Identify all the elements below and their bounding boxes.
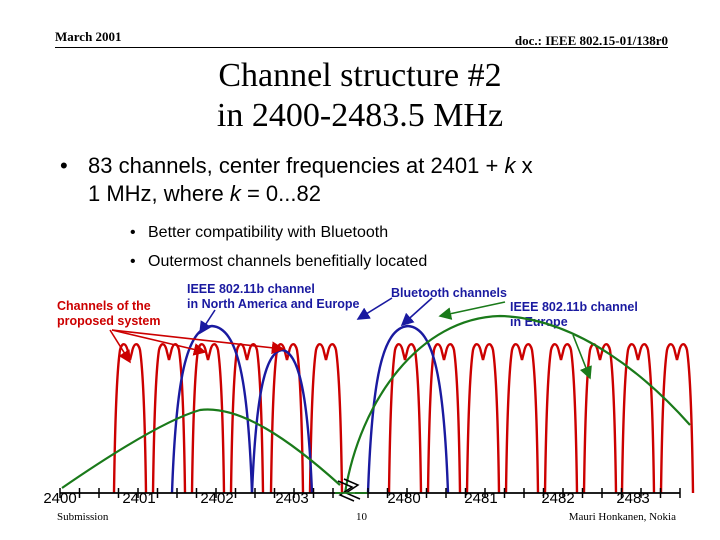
arrow-eu-channel-2 [572, 334, 592, 380]
axis-tick-label-2403: 2403 [275, 490, 308, 507]
main-bullet-line-1-b: x [515, 153, 533, 178]
arrow-na-channel [199, 309, 216, 335]
header-date: March 2001 [55, 29, 122, 44]
axis-tick-label-2401: 2401 [122, 490, 155, 507]
ieee-80211b-na-channel [170, 324, 254, 494]
proposed-channel-1 [112, 343, 148, 494]
title-line-2: in 2400-2483.5 MHz [216, 97, 504, 134]
arrow-bluetooth-2 [356, 297, 393, 320]
main-bullet-text: 83 channels, center frequencies at 2401 … [88, 152, 678, 208]
proposed-channel-11 [543, 343, 579, 494]
slide-title: Channel structure #2 in 2400-2483.5 MHz [0, 56, 720, 136]
footer-submission: Submission [57, 511, 109, 523]
proposed-channel-7 [387, 343, 423, 494]
title-line-1: Channel structure #2 [218, 57, 502, 94]
proposed-channel-8 [426, 343, 462, 494]
axis-tick-label-2482: 2482 [541, 490, 574, 507]
axis-tick-label-2400: 2400 [43, 490, 76, 507]
sub-bullet-1-text: Better compatibility with Bluetooth [148, 224, 389, 241]
proposed-channel-2 [151, 343, 187, 494]
proposed-channel-10 [504, 343, 540, 494]
main-bullet-dot: • [60, 153, 68, 178]
proposed-channel-4 [229, 343, 265, 494]
sub-bullet-2-dot: • [130, 253, 136, 270]
header-doc-id: doc.: IEEE 802.15-01/138r0 [514, 33, 668, 48]
axis-tick-label-2480: 2480 [387, 490, 420, 507]
main-bullet-line-2-a: 1 MHz, where [88, 181, 230, 206]
axis-tick-label-2481: 2481 [464, 490, 497, 507]
axis-break-2 [343, 478, 361, 500]
main-bullet-line-2-k: k [229, 181, 241, 206]
ieee-80211b-eu-channel [343, 314, 691, 494]
arrow-eu-channel-1 [438, 301, 506, 320]
callout-na-line-2: in North America and Europe [187, 297, 360, 311]
proposed-channel-5 [269, 343, 305, 494]
axis-break-1 [337, 480, 355, 502]
callout-proposed-channels: Channels of the proposed system [57, 299, 161, 329]
proposed-channel-9 [465, 343, 501, 494]
callout-proposed-line-2: proposed system [57, 314, 161, 328]
axis-tick-label-2483: 2483 [616, 490, 649, 507]
callout-na-line-1: IEEE 802.11b channel [187, 282, 315, 296]
main-bullet-line-1-a: 83 channels, center frequencies at 2401 … [88, 153, 505, 178]
main-bullet-line-1: 83 channels, center frequencies at 2401 … [88, 152, 678, 180]
callout-bluetooth: Bluetooth channels [391, 286, 507, 300]
sub-bullet-1-dot: • [130, 224, 136, 241]
arrow-proposed-1 [109, 329, 131, 364]
callout-80211b-na: IEEE 802.11b channel in North America an… [187, 282, 359, 312]
callout-proposed-line-1: Channels of the [57, 299, 151, 313]
main-bullet-line-2-b: = 0...82 [240, 181, 321, 206]
arrow-bluetooth-1 [400, 297, 433, 327]
proposed-channel-3 [190, 343, 226, 494]
sub-bullet-2-text: Outermost channels benefitially located [148, 253, 428, 270]
proposed-channel-12 [582, 343, 618, 494]
spectrum-curves [61, 314, 695, 494]
arrow-proposed-2 [111, 329, 207, 356]
footer-page-number: 10 [356, 511, 367, 523]
main-bullet-line-1-k: k [504, 153, 516, 178]
axis-tick-label-2402: 2402 [200, 490, 233, 507]
callout-eu-line-1: IEEE 802.11b channel [510, 300, 638, 314]
proposed-channel-6 [308, 343, 344, 494]
main-bullet-line-2: 1 MHz, where k = 0...82 [88, 180, 678, 208]
header-rule [55, 47, 668, 48]
callout-arrows [109, 297, 592, 380]
green-channel-left [61, 408, 341, 489]
arrow-proposed-3 [111, 329, 285, 355]
footer-author: Mauri Honkanen, Nokia [568, 511, 676, 523]
frequency-axis: 2400 2401 2402 2403 2480 2481 2482 2483 [43, 478, 681, 507]
proposed-channel-14 [659, 343, 695, 494]
